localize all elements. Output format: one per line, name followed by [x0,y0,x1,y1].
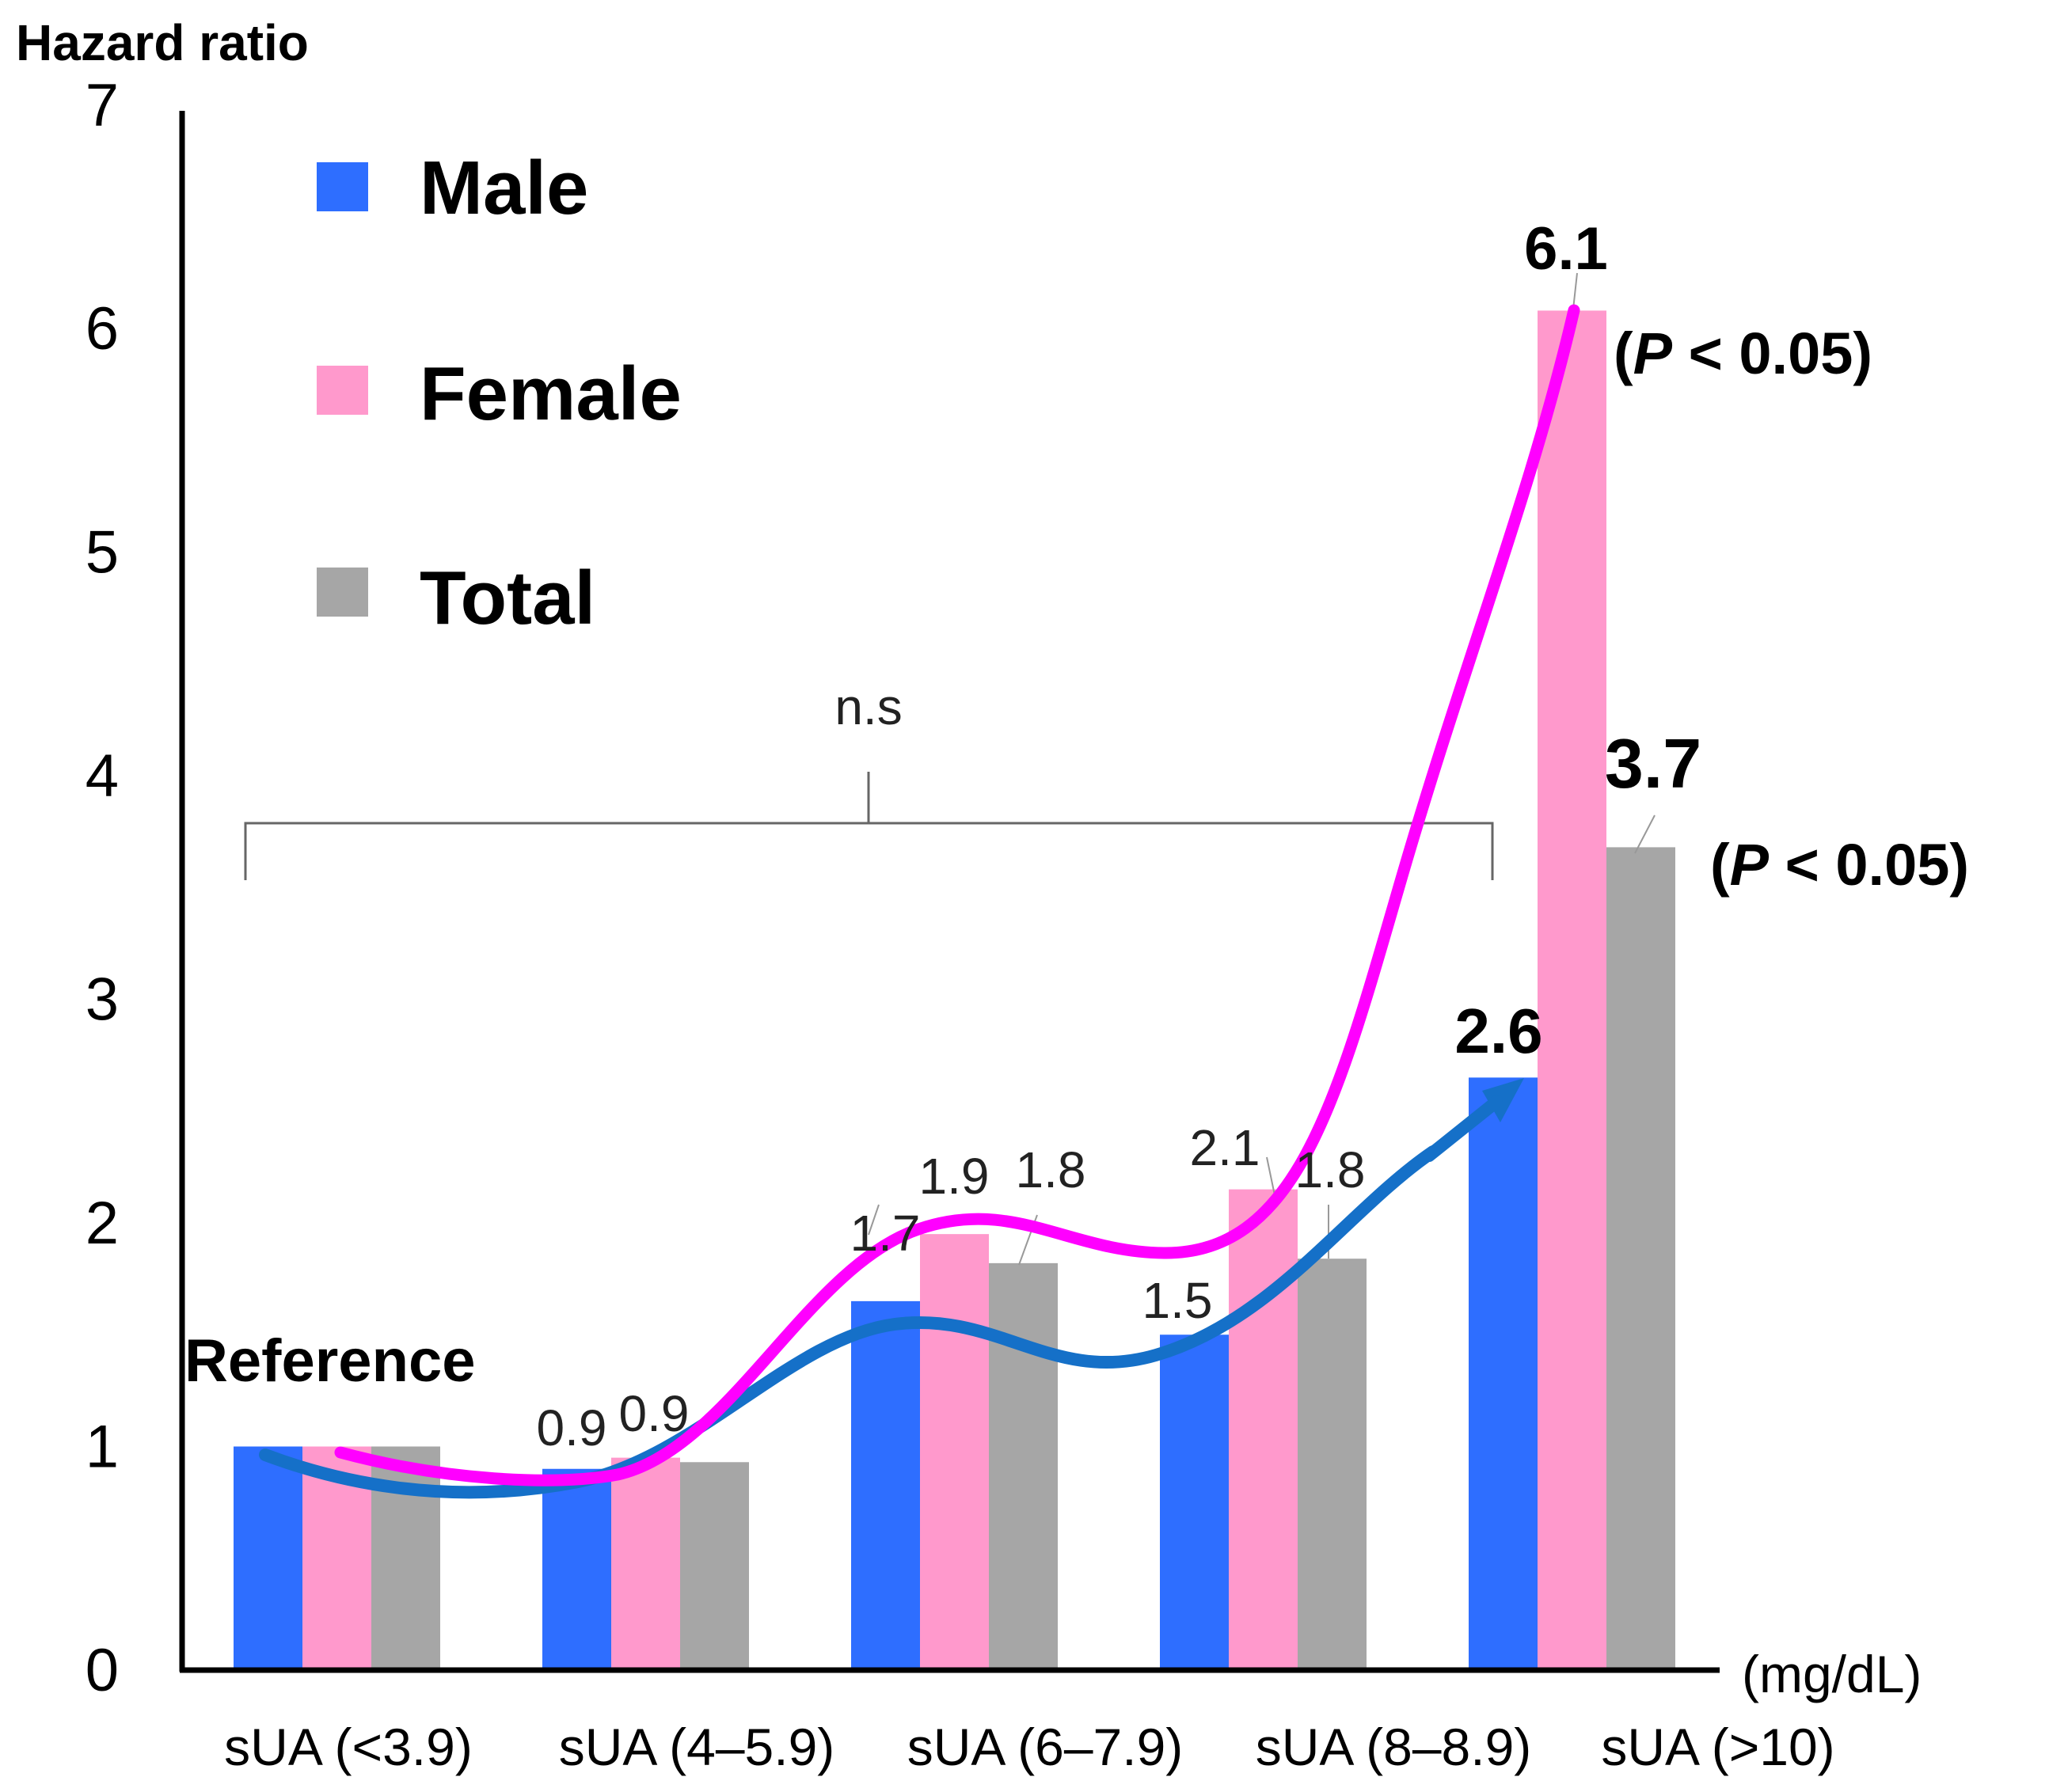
leader-line [1634,814,1656,854]
bar-total [989,1262,1058,1670]
legend-swatch-total [317,568,368,617]
data-label: 2.6 [1454,996,1542,1066]
x-category-label: sUA (8–8.9) [1256,1718,1532,1776]
male-trend-arrowhead [1482,1078,1524,1122]
leader-line [868,1204,880,1236]
data-label: 3.7 [1605,724,1701,803]
y-tick-label: 6 [86,295,119,363]
x-category-label: sUA (4–5.9) [559,1718,835,1776]
x-category-label: sUA (<3.9) [224,1718,473,1776]
x-category-label: sUA (6–7.9) [907,1718,1184,1776]
y-axis-title: Hazard ratio [16,14,309,71]
bar-male [1160,1335,1229,1670]
data-label: 0.9 [537,1399,607,1456]
bar-female [1538,310,1606,1670]
p-value-female: (P < 0.05) [1614,321,1872,386]
y-axis-ticks: 0 1 2 3 4 5 6 7 [86,72,119,1705]
data-labels: 0.9 0.9 1.7 1.9 1.8 1.5 2.1 1.8 2.6 6.1 … [537,215,1702,1456]
legend-swatch-female [317,366,368,415]
bar-female [1229,1189,1298,1670]
bar-male [542,1468,611,1670]
bar-total [680,1462,749,1670]
bar-female [920,1234,989,1670]
reference-label: Reference [184,1327,476,1395]
data-label: 1.7 [850,1205,921,1262]
legend-label-female: Female [420,351,682,436]
data-label: 1.9 [919,1148,990,1205]
bar-series [234,310,1675,1670]
bar-male [851,1300,920,1670]
y-tick-label: 7 [86,72,119,139]
male-trend-curve [259,1145,1439,1499]
leader-line [1266,1156,1275,1196]
y-tick-label: 2 [86,1190,119,1257]
y-tick-label: 4 [86,742,119,810]
bar-female [611,1457,680,1670]
bar-total [1298,1259,1367,1670]
bar-male [1469,1077,1538,1670]
data-label: 6.1 [1524,215,1608,283]
female-trend-curve [334,304,1580,1486]
y-tick-label: 3 [86,966,119,1034]
legend-item-male: Male [317,146,588,230]
legend-item-female: Female [317,351,682,436]
data-label: 2.1 [1190,1119,1260,1176]
y-tick-label: 1 [86,1414,119,1481]
data-label: 1.5 [1142,1272,1213,1329]
legend: Male Female Total [317,146,682,640]
y-tick-label: 0 [86,1637,119,1704]
data-label: 0.9 [619,1385,690,1442]
p-value-total: (P < 0.05) [1710,832,1969,898]
legend-item-total: Total [317,556,595,640]
legend-swatch-male [317,162,368,211]
x-category-label: sUA (>10) [1601,1718,1834,1776]
y-tick-label: 5 [86,519,119,587]
x-axis-unit: (mg/dL) [1742,1645,1922,1703]
ns-bracket [244,772,1494,880]
legend-label-total: Total [420,556,595,640]
data-label: 1.8 [1016,1141,1086,1198]
data-label: 1.8 [1295,1141,1366,1198]
x-axis-category-labels: sUA (<3.9) sUA (4–5.9) sUA (6–7.9) sUA (8–8… [224,1718,1834,1776]
bar-male [234,1446,302,1670]
ns-label: n.s [834,678,902,735]
trend-curves [259,304,1580,1499]
bar-total [1606,847,1675,1670]
legend-label-male: Male [420,146,588,230]
